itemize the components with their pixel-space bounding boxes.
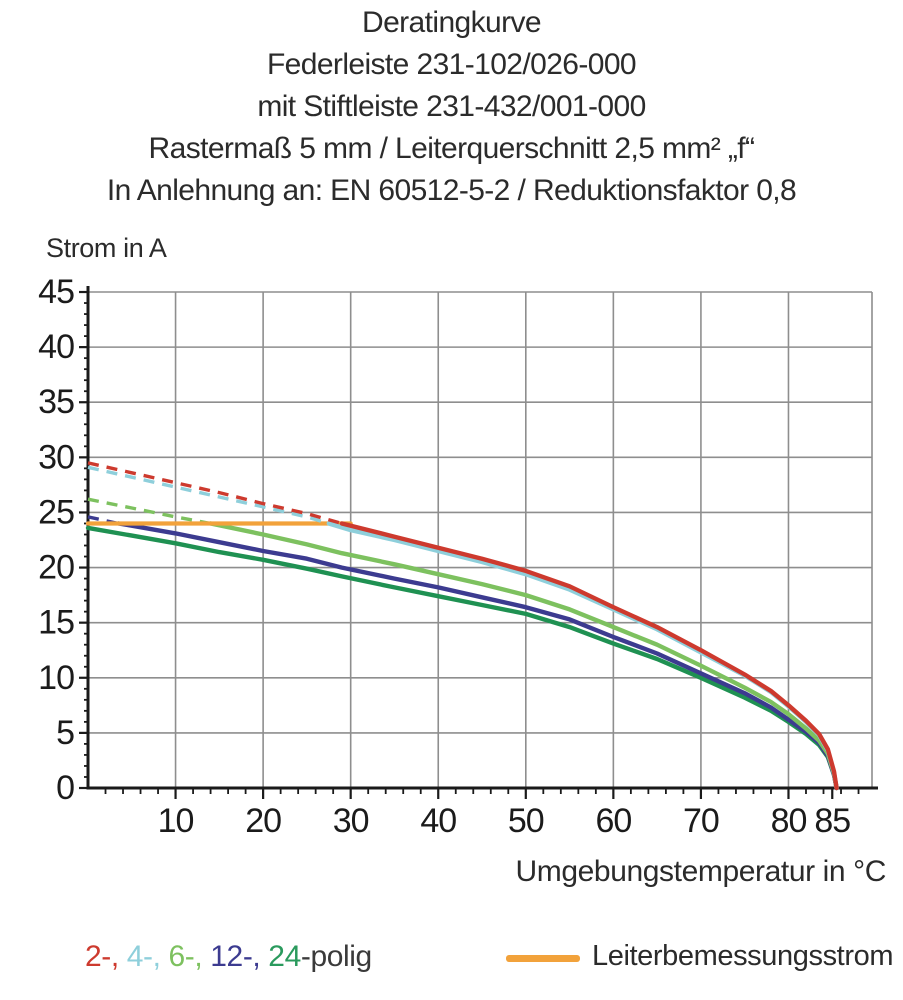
title-line-4: Rastermaß 5 mm / Leiterquerschnitt 2,5 m… — [148, 132, 755, 165]
title-line-1: Deratingkurve — [362, 6, 542, 39]
x-tick-label: 10 — [158, 802, 194, 840]
legend-pole-part: 24 — [268, 940, 301, 973]
title-line-5: In Anlehnung an: EN 60512-5-2 / Reduktio… — [106, 174, 797, 207]
y-tick-label: 25 — [38, 493, 74, 531]
x-tick-label: 30 — [333, 802, 369, 840]
y-tick-label: 45 — [38, 273, 74, 311]
legend-pole-part: 4-, — [126, 940, 169, 973]
legend-pole-part: 6-, — [168, 940, 211, 973]
curve-dashed-6-polig — [87, 497, 211, 526]
x-tick-label: 40 — [420, 802, 456, 840]
conductor-line-label: Leiterbemessungsstrom — [592, 940, 894, 972]
title-line-3: mit Stiftleiste 231-432/001-000 — [257, 90, 646, 123]
legend-pole-part: 12-, — [210, 940, 269, 973]
y-tick-label: 5 — [56, 714, 74, 752]
y-tick-label: 40 — [38, 328, 74, 366]
y-tick-label: 10 — [38, 659, 74, 697]
curve-6-polig — [208, 521, 839, 791]
title-line-2: Federleiste 231-102/026-000 — [266, 48, 637, 81]
curve-2-polig — [339, 521, 839, 791]
legend-pole-part: -polig — [300, 940, 372, 973]
curve-12-polig — [116, 521, 839, 791]
x-tick-label: 60 — [595, 802, 631, 840]
y-tick-label: 0 — [56, 769, 74, 807]
x-tick-label: 80 — [771, 802, 807, 840]
x-tick-label: 20 — [245, 802, 281, 840]
y-tick-label: 30 — [38, 438, 74, 476]
y-tick-label: 20 — [38, 549, 74, 587]
conductor-line-swatch — [506, 955, 580, 962]
x-axis-label: Umgebungstemperatur in °C — [515, 855, 886, 888]
x-tick-label: 50 — [508, 802, 544, 840]
curve-4-polig — [326, 521, 839, 791]
legend-pole-counts: 2-, 4-, 6-, 12-, 24-polig — [85, 940, 372, 974]
curve-dashed-2-polig — [87, 461, 343, 526]
page-title: Deratingkurve Federleiste 231-102/026-00… — [0, 2, 903, 212]
legend-conductor: Leiterbemessungsstrom — [506, 940, 893, 973]
legend-pole-part: 2-, — [85, 940, 127, 973]
curve-dashed-4-polig — [87, 465, 330, 526]
y-tick-label: 35 — [38, 383, 74, 421]
y-tick-label: 15 — [38, 604, 74, 642]
x-tick-label: 85 — [814, 802, 850, 840]
y-axis-label: Strom in A — [46, 233, 167, 263]
x-tick-label: 70 — [683, 802, 719, 840]
